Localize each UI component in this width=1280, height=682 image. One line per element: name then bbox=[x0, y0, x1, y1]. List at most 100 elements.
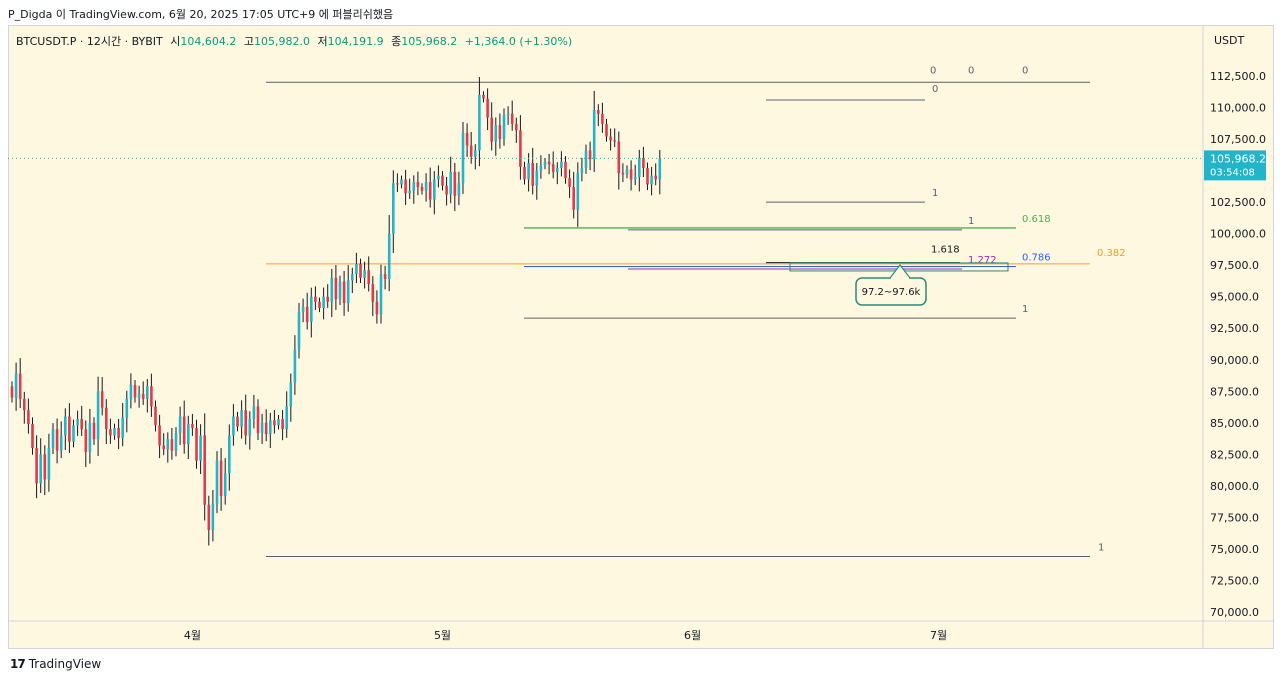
candle-body bbox=[572, 186, 575, 210]
y-tick-label: 80,000.0 bbox=[1210, 480, 1259, 493]
candle-body bbox=[474, 150, 477, 157]
candle-body bbox=[351, 274, 354, 281]
candle-body bbox=[141, 393, 145, 399]
candle-body bbox=[597, 110, 600, 114]
y-tick-label: 85,000.0 bbox=[1210, 417, 1259, 430]
chart-panel[interactable] bbox=[8, 25, 1274, 649]
candle-body bbox=[133, 384, 137, 398]
candle-body bbox=[310, 296, 313, 322]
candle-body bbox=[92, 422, 96, 440]
candle-body bbox=[469, 145, 473, 157]
callout-pointer bbox=[888, 264, 912, 279]
candle-body bbox=[252, 406, 256, 420]
candle-body bbox=[457, 183, 461, 196]
callout-text: 97.2~97.6k bbox=[862, 287, 921, 298]
candle-body bbox=[408, 190, 411, 194]
publish-caption: P_Digda 이 TradingView.com, 6월 20, 2025 1… bbox=[8, 8, 394, 21]
candle-body bbox=[445, 185, 448, 195]
tradingview-logo[interactable]: 17 TradingView bbox=[10, 657, 101, 671]
candle-body bbox=[441, 175, 444, 186]
candle-body bbox=[601, 113, 604, 124]
candle-body bbox=[400, 179, 403, 185]
candle-body bbox=[27, 410, 30, 425]
candle-body bbox=[105, 407, 108, 430]
currency-button[interactable]: USDT bbox=[1208, 31, 1266, 51]
candle-body bbox=[576, 173, 580, 210]
candle-body bbox=[117, 427, 120, 438]
candle-body bbox=[359, 263, 362, 278]
level-label: 1 bbox=[932, 188, 938, 199]
candle-body bbox=[539, 165, 543, 171]
candle-body bbox=[433, 179, 436, 200]
y-tick-label: 72,500.0 bbox=[1210, 574, 1259, 587]
candle-body bbox=[191, 424, 194, 428]
low-value: 104,191.9 bbox=[327, 35, 384, 48]
candle-body bbox=[617, 141, 621, 174]
candle-body bbox=[338, 281, 342, 300]
level-label: 1 bbox=[968, 216, 974, 227]
candle-body bbox=[72, 425, 75, 442]
candle-body bbox=[494, 125, 498, 142]
candle-body bbox=[35, 448, 38, 484]
candle-body bbox=[564, 161, 567, 179]
candle-body bbox=[375, 301, 379, 315]
candle-body bbox=[264, 422, 268, 435]
candle-body bbox=[621, 173, 625, 175]
candle-body bbox=[568, 178, 571, 187]
candle-body bbox=[588, 150, 592, 160]
candle-body bbox=[392, 183, 395, 234]
close-label: 종 bbox=[391, 35, 402, 48]
candle-body bbox=[482, 94, 485, 99]
level-label: 1.272 bbox=[968, 255, 997, 266]
level-label: 1 bbox=[1022, 304, 1028, 315]
candle-body bbox=[146, 386, 149, 399]
candle-body bbox=[519, 130, 522, 167]
candle-body bbox=[523, 166, 526, 180]
candle-body bbox=[642, 157, 645, 169]
candle-body bbox=[363, 270, 366, 278]
candle-body bbox=[64, 416, 67, 436]
candle-body bbox=[195, 427, 198, 461]
candle-body bbox=[289, 382, 293, 407]
candle-body bbox=[88, 422, 92, 452]
candle-body bbox=[293, 349, 297, 383]
candle-body bbox=[174, 432, 178, 451]
candle-body bbox=[314, 296, 317, 302]
candle-body bbox=[23, 398, 26, 411]
candle-body bbox=[404, 179, 407, 194]
candle-body bbox=[150, 386, 153, 407]
candle-body bbox=[461, 132, 465, 184]
level-label: 0 bbox=[930, 65, 936, 76]
candle-body bbox=[232, 416, 235, 436]
symbol-title[interactable]: BTCUSDT.P · 12시간 · BYBIT bbox=[16, 35, 163, 48]
candle-body bbox=[215, 460, 219, 504]
candle-body bbox=[281, 419, 284, 430]
last-price-tag bbox=[1204, 150, 1266, 181]
y-tick-label: 70,000.0 bbox=[1210, 606, 1259, 619]
candle-body bbox=[158, 425, 161, 446]
candle-body bbox=[84, 429, 88, 452]
candle-body bbox=[14, 373, 18, 398]
candle-body bbox=[547, 161, 551, 165]
last-price-value: 105,968.2 bbox=[1210, 152, 1266, 165]
y-tick-label: 82,500.0 bbox=[1210, 448, 1259, 461]
candle-body bbox=[371, 284, 375, 302]
candle-body bbox=[121, 417, 124, 438]
candle-body bbox=[605, 123, 608, 137]
candle-body bbox=[453, 171, 457, 196]
y-tick-label: 107,500.0 bbox=[1210, 133, 1266, 146]
y-tick-label: 75,000.0 bbox=[1210, 543, 1259, 556]
candle-body bbox=[556, 168, 559, 172]
candle-body bbox=[449, 171, 452, 195]
candle-body bbox=[650, 175, 653, 185]
candle-body bbox=[502, 115, 506, 140]
candle-body bbox=[531, 163, 534, 186]
level-label: 0.618 bbox=[1022, 214, 1051, 225]
candle-body bbox=[322, 296, 325, 309]
y-tick-label: 90,000.0 bbox=[1210, 354, 1259, 367]
candle-body bbox=[318, 301, 321, 309]
candle-body bbox=[535, 170, 539, 186]
candle-body bbox=[59, 435, 63, 451]
tradingview-logo-icon: 17 bbox=[10, 657, 26, 671]
